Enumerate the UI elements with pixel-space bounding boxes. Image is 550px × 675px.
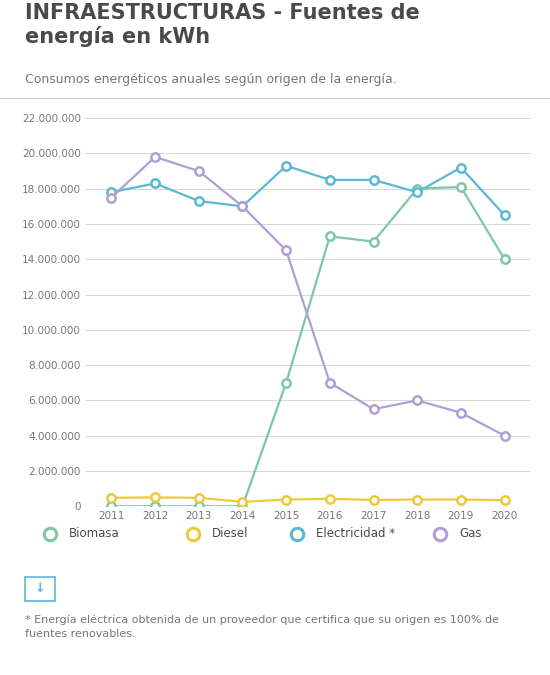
Text: Electricidad *: Electricidad * — [316, 527, 395, 541]
Text: * Energía eléctrica obtenida de un proveedor que certifica que su origen es 100%: * Energía eléctrica obtenida de un prove… — [25, 614, 499, 639]
Text: Gas: Gas — [459, 527, 482, 541]
Text: Consumos energéticos anuales según origen de la energía.: Consumos energéticos anuales según orige… — [25, 73, 397, 86]
Text: Biomasa: Biomasa — [69, 527, 119, 541]
Text: INFRAESTRUCTURAS - Fuentes de
energía en kWh: INFRAESTRUCTURAS - Fuentes de energía en… — [25, 3, 420, 47]
Text: ↓: ↓ — [35, 583, 45, 595]
Text: Diesel: Diesel — [212, 527, 248, 541]
